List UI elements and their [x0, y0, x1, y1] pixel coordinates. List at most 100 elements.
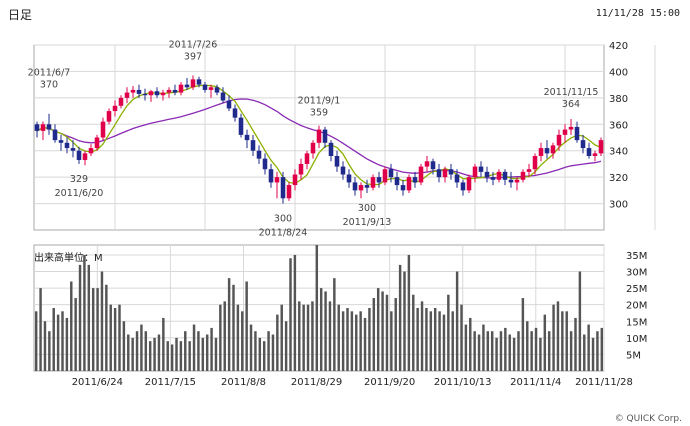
candle-body — [154, 91, 160, 96]
date-tick-label: 2011/11/4 — [510, 377, 561, 388]
volume-bar — [337, 304, 340, 371]
volume-bar — [333, 278, 336, 371]
volume-tick-label: 20M — [626, 301, 647, 312]
volume-bar — [188, 341, 191, 371]
volume-bar — [201, 337, 205, 371]
candle-body — [466, 177, 472, 191]
volume-bar — [412, 294, 415, 371]
volume-bar — [135, 331, 139, 371]
candle-body — [448, 169, 454, 175]
volume-bar — [368, 308, 371, 371]
volume-bar — [214, 337, 218, 371]
candle-body — [382, 169, 388, 183]
candle-body — [208, 87, 214, 90]
volume-bar — [245, 281, 248, 371]
volume-bar — [48, 331, 51, 371]
volume-bar — [455, 271, 459, 371]
candle-body — [418, 166, 424, 183]
annotation-date: 2011/9/1 — [298, 96, 341, 107]
volume-bar — [232, 284, 235, 371]
candle-body — [544, 148, 550, 154]
candle-body — [76, 150, 82, 160]
price-tick-label: 420 — [609, 41, 628, 52]
volume-bar — [262, 341, 266, 371]
candle-body — [160, 92, 166, 96]
volume-bar — [539, 337, 542, 371]
volume-bar — [65, 317, 69, 371]
volume-bar — [43, 321, 47, 371]
candle-body — [202, 84, 208, 90]
volume-bar — [512, 337, 516, 371]
annotation-value: 370 — [40, 80, 58, 91]
candle-body — [538, 148, 544, 156]
volume-bar — [565, 311, 568, 371]
copyright: © QUICK Corp. — [614, 414, 682, 424]
volume-bar — [52, 308, 55, 371]
volume-bar — [490, 331, 494, 371]
candle-body — [508, 179, 514, 183]
candle-body — [58, 140, 64, 143]
candle-body — [112, 105, 118, 112]
volume-bar — [91, 288, 95, 371]
candle-body — [184, 84, 190, 88]
volume-bar — [227, 278, 231, 371]
candle-body — [388, 169, 394, 178]
candle-body — [220, 92, 226, 101]
candle-body — [244, 134, 250, 141]
candle-body — [310, 142, 316, 154]
candle-body — [322, 129, 328, 143]
volume-bar — [346, 308, 349, 371]
candle-body — [340, 166, 346, 175]
candle-body — [424, 161, 430, 167]
candle-body — [334, 156, 340, 167]
volume-bar — [464, 324, 468, 371]
candle-body — [502, 171, 508, 180]
volume-bar — [293, 254, 297, 371]
volume-bar — [122, 321, 126, 371]
volume-bar — [403, 271, 406, 371]
volume-bar — [197, 331, 200, 371]
volume-bar — [442, 314, 446, 371]
volume-bar — [350, 311, 354, 371]
volume-panel: 5M 10M 15M 20M 25M 30M 35M 2011/6/24 2011/7/15 20… — [33, 244, 647, 388]
candle-body — [394, 177, 400, 186]
volume-bar — [280, 304, 283, 371]
volume-bar — [552, 304, 555, 371]
date-tick-label: 2011/9/20 — [364, 377, 415, 388]
candle-body — [520, 171, 526, 180]
candle-body — [316, 129, 322, 143]
volume-bar — [433, 308, 437, 371]
volume-bar — [78, 264, 82, 371]
volume-bar — [271, 334, 275, 371]
volume-bar — [574, 317, 577, 371]
candle-body — [46, 124, 52, 130]
volume-bar — [241, 311, 244, 371]
date-tick-label: 2011/7/15 — [145, 377, 196, 388]
candle-body — [262, 158, 268, 170]
candle-body — [286, 185, 292, 199]
volume-bar — [587, 324, 590, 371]
candle-body — [40, 124, 46, 131]
candle-body — [292, 174, 298, 186]
volume-bar — [591, 337, 595, 371]
candle-body — [238, 117, 244, 135]
volume-bar — [381, 291, 384, 371]
volume-bar — [311, 301, 314, 371]
volume-bar — [477, 334, 481, 371]
volume-bar — [363, 317, 367, 371]
volume-bar — [561, 311, 564, 371]
candle-body — [70, 148, 76, 151]
volume-bar — [473, 331, 476, 371]
volume-bar — [482, 324, 485, 371]
candle-body — [484, 171, 490, 178]
price-tick-label: 320 — [609, 173, 628, 184]
candle-body — [190, 79, 196, 88]
volume-bar — [205, 334, 209, 371]
volume-bar — [166, 341, 169, 371]
volume-bar — [267, 331, 270, 371]
volume-bar — [56, 314, 60, 371]
candle-body — [526, 169, 532, 172]
annotation-date: 2011/11/15 — [544, 87, 599, 98]
candle-body — [514, 179, 520, 183]
volume-bar — [547, 331, 551, 371]
